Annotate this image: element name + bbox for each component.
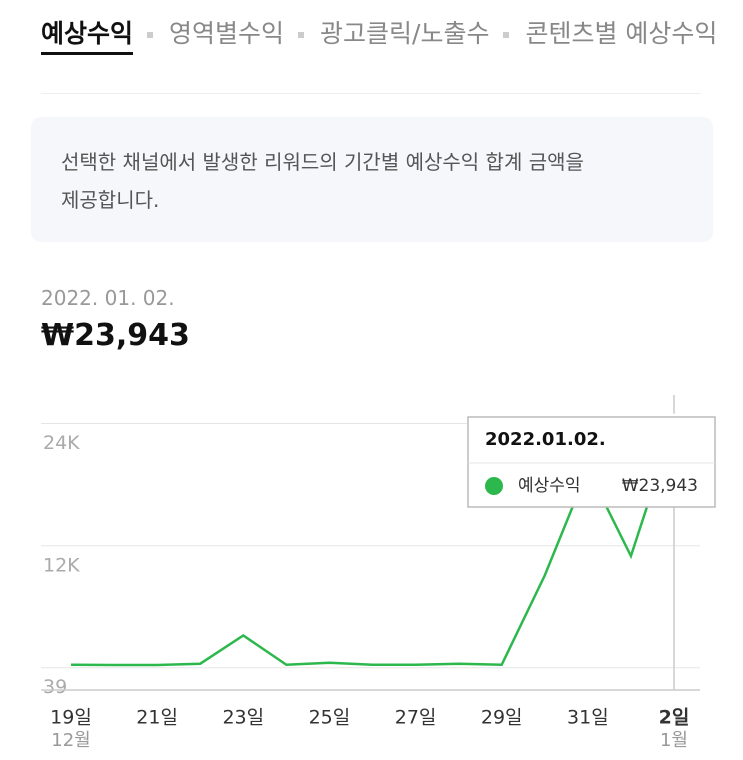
summary-amount: ₩23,943 bbox=[41, 318, 190, 353]
info-line: 제공합니다. bbox=[61, 188, 160, 212]
summary-date: 2022. 01. 02. bbox=[41, 286, 175, 310]
x-tick-label: 21일 bbox=[136, 707, 178, 729]
tab[interactable]: 콘텐츠별 예상수익 bbox=[525, 19, 718, 48]
x-tick-label: 2일 bbox=[659, 707, 690, 729]
info-line: 선택한 채널에서 발생한 리워드의 기간별 예상수익 합계 금액을 bbox=[61, 150, 584, 174]
tab[interactable]: 영역별수익 bbox=[169, 19, 285, 48]
x-sublabel: 1월 bbox=[660, 730, 688, 751]
divider bbox=[41, 93, 701, 94]
x-tick-label: 27일 bbox=[395, 707, 437, 729]
tooltip-title: 2022.01.02. bbox=[485, 429, 606, 450]
tab-separator bbox=[298, 32, 305, 38]
x-tick-label: 25일 bbox=[309, 707, 351, 729]
tab-separator bbox=[147, 32, 154, 38]
tooltip: 2022.01.02. 예상수익 ₩23,943 bbox=[467, 416, 716, 508]
tooltip-box bbox=[467, 416, 716, 508]
tab-separator bbox=[503, 32, 510, 38]
x-tick-label: 19일 bbox=[50, 707, 92, 729]
legend-label: 예상수익 bbox=[518, 476, 581, 496]
y-tick-label: 12K bbox=[43, 554, 80, 576]
tooltip-value: ₩23,943 bbox=[622, 476, 698, 496]
tab-bar: 예상수익 영역별수익 광고클릭/노출수 콘텐츠별 예상수익 bbox=[41, 14, 743, 55]
tab[interactable]: 예상수익 bbox=[41, 14, 134, 55]
tab[interactable]: 광고클릭/노출수 bbox=[320, 19, 490, 48]
x-tick-label: 31일 bbox=[567, 707, 609, 729]
y-tick-label: 24K bbox=[43, 432, 80, 454]
legend-marker bbox=[485, 477, 503, 495]
y-tick-label: 39 bbox=[43, 676, 67, 698]
x-sublabel: 12월 bbox=[51, 730, 90, 751]
x-tick-label: 29일 bbox=[481, 707, 523, 729]
x-tick-label: 23일 bbox=[222, 707, 264, 729]
